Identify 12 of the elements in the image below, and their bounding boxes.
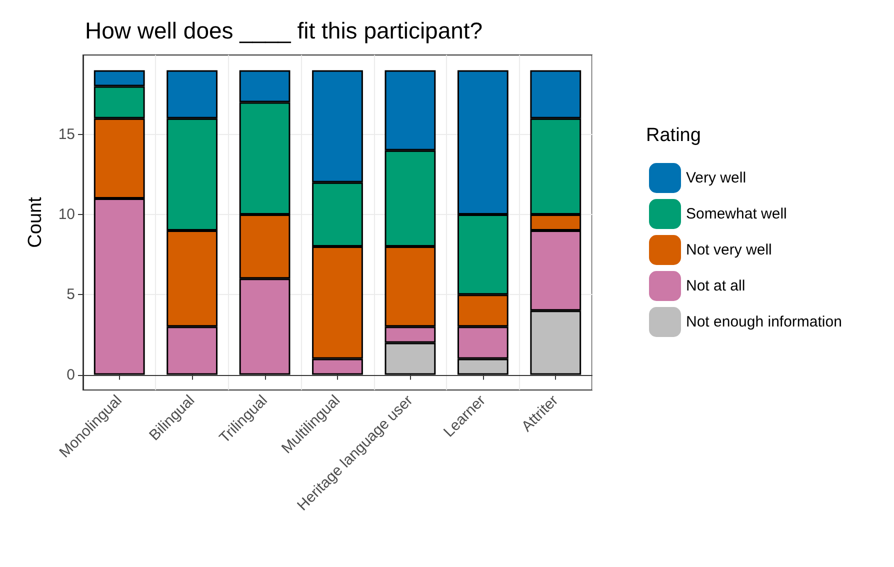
y-tick-label: 0 [66,366,75,384]
y-tick-label: 15 [58,126,75,143]
legend-title: Rating [646,125,701,146]
legend-label: Not very well [686,242,772,258]
legend-label: Not at all [686,278,746,294]
y-tick-label: 10 [58,206,75,223]
legend-label: Very well [686,170,746,186]
legend-label: Not enough information [686,314,842,330]
y-tick-label: 5 [66,286,75,304]
y-axis-title: Count [25,196,46,248]
legend-label: Somewhat well [686,206,787,222]
chart-title: How well does ____ fit this participant? [85,18,483,44]
